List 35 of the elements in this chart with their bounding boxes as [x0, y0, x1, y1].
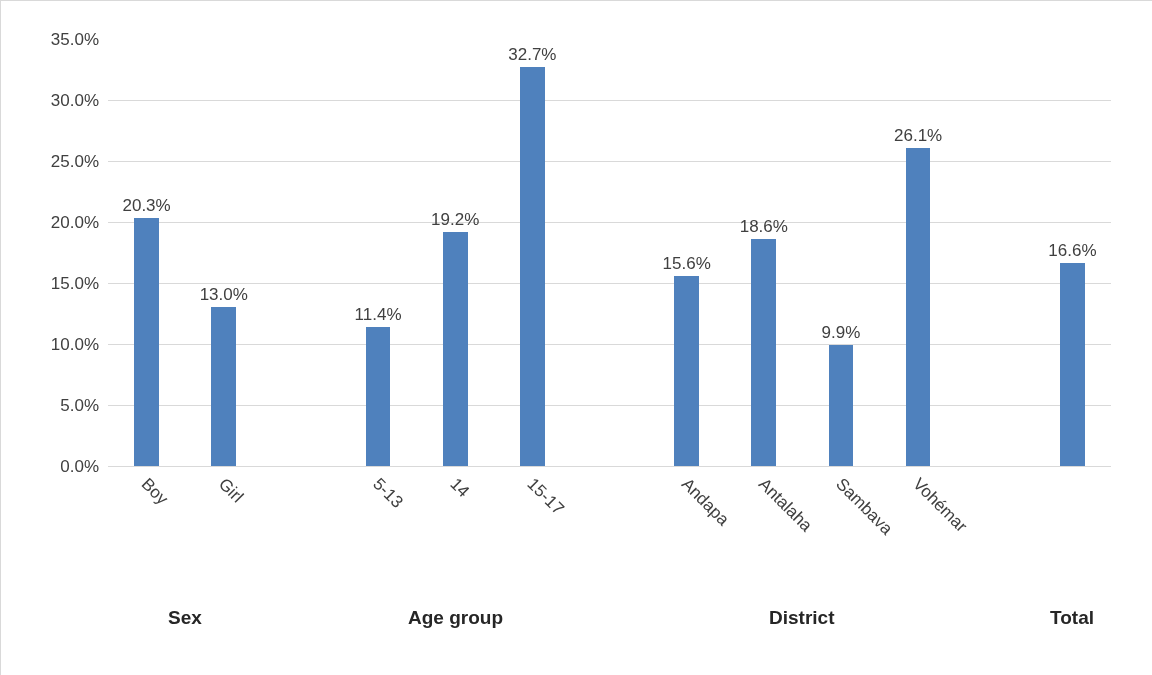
data-label: 20.3%	[122, 196, 171, 216]
bar	[751, 239, 777, 466]
y-tick-label: 25.0%	[50, 151, 99, 171]
x-tick-label: Boy	[137, 474, 173, 509]
data-label: 19.2%	[431, 209, 480, 229]
data-label: 16.6%	[1048, 241, 1097, 261]
data-label: 18.6%	[739, 217, 788, 237]
y-tick-label: 15.0%	[50, 273, 99, 293]
bar	[442, 231, 468, 466]
text: District	[769, 607, 836, 628]
y-tick-label: 0.0%	[60, 456, 99, 476]
bar	[674, 275, 699, 466]
bar	[1060, 263, 1085, 466]
bar	[211, 307, 237, 466]
y-tick-label: 30.0%	[50, 90, 99, 110]
data-label: 15.6%	[662, 253, 711, 273]
data-label: 11.4%	[354, 304, 402, 324]
data-label: 9.9%	[821, 323, 861, 343]
data-label: 26.1%	[894, 125, 943, 145]
bar	[828, 345, 854, 466]
text: Age group	[408, 607, 503, 628]
y-tick-label: 5.0%	[60, 395, 99, 415]
y-tick-label: 20.0%	[50, 212, 99, 232]
text: Sex	[168, 607, 203, 628]
bar	[905, 147, 931, 466]
data-label: 32.7%	[508, 45, 557, 65]
text: Total	[1050, 607, 1094, 628]
bar	[134, 218, 159, 466]
x-tick-label: 14	[446, 474, 474, 502]
bar	[520, 67, 545, 466]
y-tick-label: 35.0%	[50, 29, 99, 49]
bar	[365, 326, 391, 466]
data-label: 13.0%	[199, 285, 248, 305]
x-tick-label: Girl	[214, 474, 248, 507]
y-tick-label: 10.0%	[50, 334, 99, 354]
